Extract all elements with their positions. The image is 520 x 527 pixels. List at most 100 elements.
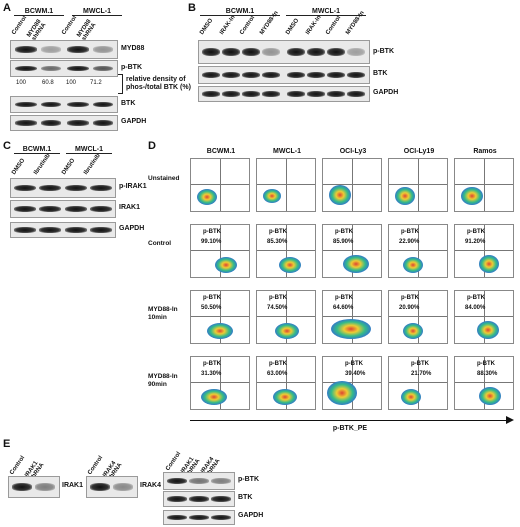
panel-c-group-2: MWCL-1 <box>66 146 112 154</box>
panel-c-lane-3: DMSO <box>61 157 77 176</box>
flow-plot-r4-c4: p-BTK 21.70% <box>388 356 448 410</box>
flow-marker-r4-c2: p-BTK <box>269 361 287 367</box>
panel-c-row-pirak1: p-IRAK1 <box>119 183 147 190</box>
flow-value-r3-c4: 20.90% <box>399 305 420 311</box>
flow-marker-r4-c5: p-BTK <box>477 361 495 367</box>
panel-a-lane-4: MYD88 shRNA <box>76 18 98 42</box>
flow-plot-r1-c4 <box>388 158 448 212</box>
flow-plot-r2-c2: p-BTK 85.30% <box>256 224 316 278</box>
panel-a-blot-myd88 <box>10 40 118 59</box>
flow-col-ocily19: OCI-Ly19 <box>403 148 435 155</box>
flow-col-ramos: Ramos <box>473 148 497 155</box>
flow-plot-r3-c5: p-BTK 84.00% <box>454 290 514 344</box>
panel-e-label: E <box>3 438 11 450</box>
panel-b-row-pbtk: p-BTK <box>373 48 394 55</box>
flow-value-r3-c5: 84.00% <box>465 305 486 311</box>
panel-c-lane-4: Ibrutinib <box>83 152 102 176</box>
flow-row-unstained: Unstained <box>148 175 180 182</box>
flow-plot-r1-c2 <box>256 158 316 212</box>
flow-plot-r4-c3: p-BTK 39.40% <box>322 356 382 410</box>
panel-b-group-2: MWCL-1 <box>286 8 366 16</box>
panel-a-row-pbtk: p-BTK <box>121 64 142 71</box>
flow-axis-label: p-BTK_PE <box>332 425 368 432</box>
density-bracket <box>118 74 123 94</box>
panel-e-row-irak4: IRAK4 <box>140 482 162 489</box>
panel-d-label: D <box>148 140 156 152</box>
panel-b-blot-gapdh <box>198 86 370 102</box>
panel-a-group-1: BCWM.1 <box>14 8 64 16</box>
flow-marker-r2-c3: p-BTK <box>335 229 353 235</box>
panel-e-b1-lane-1: Control <box>9 455 27 476</box>
flow-col-ocily3: OCI-Ly3 <box>339 148 367 155</box>
flow-value-r2-c4: 22.90% <box>399 239 420 245</box>
panel-b-label: B <box>188 2 196 14</box>
panel-a-lane-3: Control <box>61 15 79 36</box>
panel-a-group-2: MWCL-1 <box>72 8 122 16</box>
panel-a-lane-2: MYD88 shRNA <box>26 18 48 42</box>
flow-plot-r2-c3: p-BTK 85.90% <box>322 224 382 278</box>
flow-marker-r2-c5: p-BTK <box>467 229 485 235</box>
panel-b-group-1: BCWM.1 <box>200 8 280 16</box>
panel-a-row-myd88: MYD88 <box>121 45 145 52</box>
panel-b-row-btk: BTK <box>373 70 388 77</box>
flow-value-r3-c2: 74.50% <box>267 305 288 311</box>
panel-a-blot-btk <box>10 96 118 113</box>
density-value-2: 60.8 <box>42 80 54 86</box>
flow-marker-r4-c3: p-BTK <box>345 361 363 367</box>
flow-row-10min: MYD88-In 10min <box>148 306 178 321</box>
density-value-3: 100 <box>66 80 77 86</box>
panel-a-row-btk: BTK <box>121 100 136 107</box>
panel-e-b3-lane-1: Control <box>165 451 183 472</box>
panel-e-b2-lane-1: Control <box>87 455 105 476</box>
panel-e-blot-gapdh <box>163 510 235 525</box>
flow-value-r2-c5: 91.20% <box>465 239 486 245</box>
panel-c-blot-pirak1 <box>10 178 116 198</box>
flow-plot-r3-c1: p-BTK 50.50% <box>190 290 250 344</box>
flow-plot-r4-c1: p-BTK 31.30% <box>190 356 250 410</box>
flow-value-r4-c4: 21.70% <box>411 371 432 377</box>
flow-marker-r2-c2: p-BTK <box>269 229 287 235</box>
flow-plot-r3-c2: p-BTK 74.50% <box>256 290 316 344</box>
flow-axis-line <box>190 420 508 421</box>
panel-b-blot-btk <box>198 66 370 84</box>
density-value-1: 100 <box>16 80 27 86</box>
flow-value-r2-c2: 85.30% <box>267 239 288 245</box>
panel-e-blot-irak4 <box>86 476 138 498</box>
panel-c-row-gapdh: GAPDH <box>119 225 145 232</box>
flow-col-mwcl1: MWCL-1 <box>273 148 301 155</box>
panel-a-lane-1: Control <box>11 15 29 36</box>
flow-plot-r1-c1 <box>190 158 250 212</box>
panel-c-blot-irak1 <box>10 200 116 218</box>
flow-plot-r2-c5: p-BTK 91.20% <box>454 224 514 278</box>
flow-marker-r3-c3: p-BTK <box>335 295 353 301</box>
panel-a-blot-pbtk <box>10 60 118 77</box>
flow-row-90min: MYD88-In 90min <box>148 373 178 388</box>
flow-marker-r3-c2: p-BTK <box>269 295 287 301</box>
flow-value-r4-c2: 63.00% <box>267 371 288 377</box>
flow-plot-r1-c3 <box>322 158 382 212</box>
flow-value-r3-c3: 64.60% <box>333 305 354 311</box>
flow-axis-arrow-icon <box>506 416 514 424</box>
flow-plot-r1-c5 <box>454 158 514 212</box>
flow-value-r2-c1: 99.10% <box>201 239 222 245</box>
panel-c-row-irak1: IRAK1 <box>119 204 141 211</box>
panel-c-lane-1: DMSO <box>11 157 27 176</box>
panel-c-lane-2: Ibrutinib <box>33 152 52 176</box>
flow-value-r3-c1: 50.50% <box>201 305 222 311</box>
density-value-4: 71.2 <box>90 80 102 86</box>
flow-row-control: Control <box>148 240 172 247</box>
panel-c-group-1: BCWM.1 <box>14 146 60 154</box>
flow-marker-r3-c4: p-BTK <box>401 295 419 301</box>
panel-c-label: C <box>3 140 11 152</box>
panel-e-row-pbtk: p-BTK <box>238 476 259 483</box>
panel-b-row-gapdh: GAPDH <box>373 89 399 96</box>
flow-plot-r2-c1: p-BTK 99.10% <box>190 224 250 278</box>
flow-value-r2-c3: 85.90% <box>333 239 354 245</box>
flow-marker-r4-c1: p-BTK <box>203 361 221 367</box>
flow-marker-r2-c4: p-BTK <box>401 229 419 235</box>
panel-e-row-btk: BTK <box>238 494 253 501</box>
density-caption: relative density of phos-/total BTK (%) <box>126 76 191 91</box>
flow-value-r4-c1: 31.30% <box>201 371 222 377</box>
flow-marker-r2-c1: p-BTK <box>203 229 221 235</box>
panel-e-blot-pbtk <box>163 472 235 490</box>
